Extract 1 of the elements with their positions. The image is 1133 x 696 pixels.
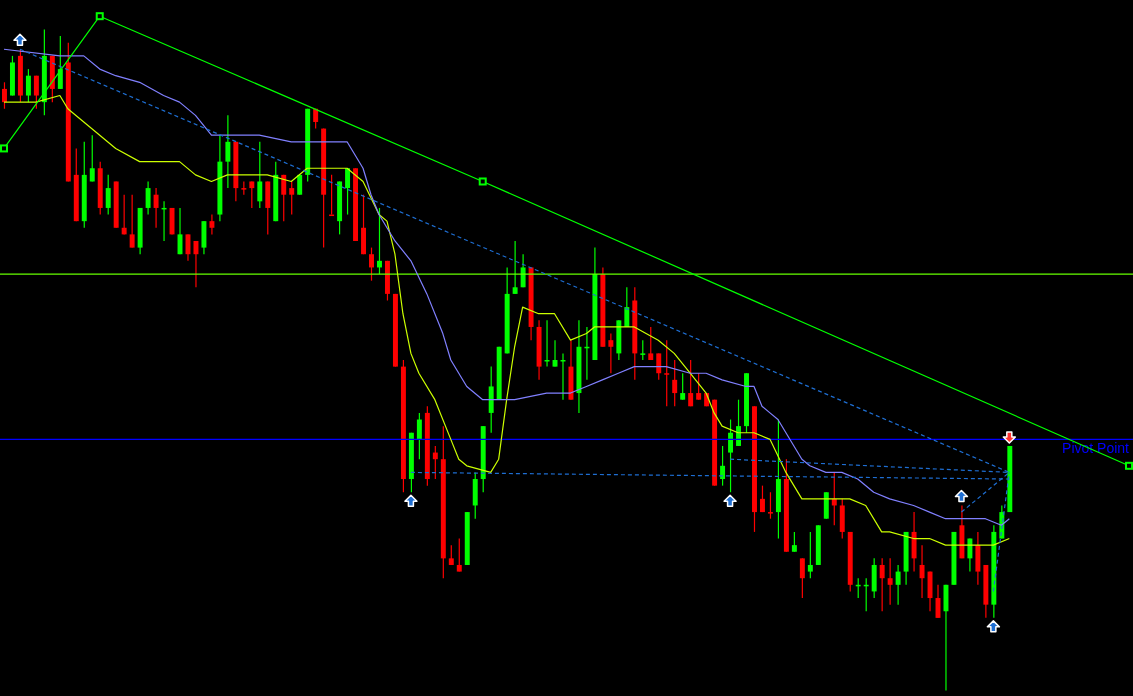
ref-line-label: Pivot Point bbox=[1062, 440, 1130, 457]
